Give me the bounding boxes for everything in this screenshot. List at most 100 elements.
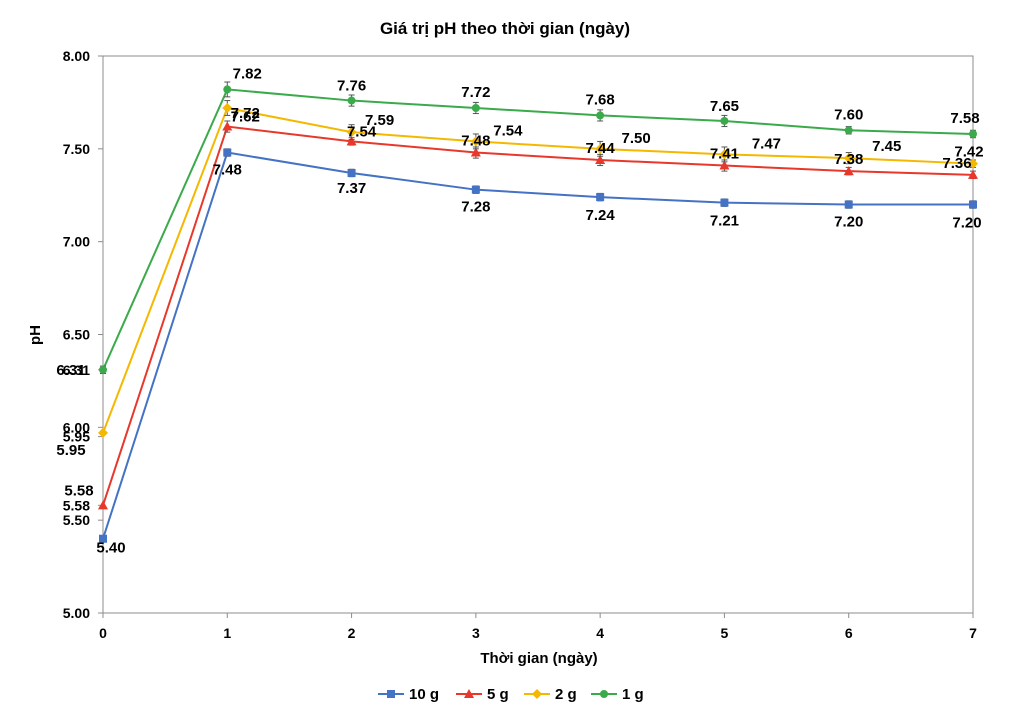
series-5g bbox=[98, 120, 978, 510]
data-labels: 5.40 7.48 7.37 7.28 7.24 7.21 7.20 7.20 5.58 7.62… bbox=[56, 65, 983, 556]
data-label: 7.28 bbox=[461, 199, 490, 216]
data-label: 5.58 bbox=[64, 482, 93, 499]
data-point bbox=[346, 136, 357, 146]
series-1g bbox=[99, 81, 977, 374]
legend: 10 g 5 g 2 g 1 g bbox=[378, 686, 644, 703]
data-point bbox=[223, 148, 232, 157]
data-label: 5.95 bbox=[56, 442, 85, 459]
data-label: 7.54 bbox=[347, 123, 377, 140]
data-label: 7.20 bbox=[834, 214, 863, 231]
data-label: 7.76 bbox=[337, 78, 366, 95]
x-tick-label: 0 bbox=[99, 625, 107, 641]
data-label: 7.36 bbox=[942, 155, 971, 172]
data-point bbox=[844, 126, 853, 135]
data-point bbox=[222, 121, 233, 131]
y-tick-label: 7.00 bbox=[63, 234, 90, 250]
series-line bbox=[102, 88, 974, 371]
data-label: 7.44 bbox=[586, 140, 616, 157]
data-point bbox=[347, 168, 356, 177]
y-tick-label: 5.58 bbox=[63, 497, 90, 513]
series-10g bbox=[99, 148, 977, 543]
legend-marker bbox=[600, 690, 608, 698]
data-label: 7.62 bbox=[231, 109, 260, 126]
data-label: 7.41 bbox=[710, 146, 739, 163]
y-tick-label: 6.31 bbox=[63, 362, 90, 378]
data-label: 7.20 bbox=[952, 215, 981, 232]
data-point bbox=[720, 116, 729, 125]
x-axis-title: Thời gian (ngày) bbox=[480, 650, 597, 667]
chart-title: Giá trị pH theo thời gian (ngày) bbox=[380, 19, 630, 38]
y-axis: 5.005.505.585.956.006.316.507.007.508.00 bbox=[63, 48, 103, 621]
data-point bbox=[470, 136, 481, 147]
data-point bbox=[843, 153, 854, 164]
data-point bbox=[470, 147, 481, 157]
data-point bbox=[595, 154, 606, 164]
legend-item: 5 g bbox=[456, 686, 509, 703]
y-tick-label: 7.50 bbox=[63, 141, 90, 157]
data-point bbox=[969, 129, 977, 138]
y-tick-label: 6.00 bbox=[63, 419, 90, 435]
data-label: 7.47 bbox=[752, 135, 781, 152]
data-label: 7.58 bbox=[950, 110, 979, 127]
series-layer bbox=[98, 81, 978, 543]
data-label: 7.21 bbox=[710, 213, 739, 230]
legend-label: 2 g bbox=[555, 686, 577, 703]
y-tick-label: 5.00 bbox=[63, 605, 90, 621]
data-label: 7.38 bbox=[834, 151, 863, 168]
data-label: 7.42 bbox=[954, 144, 983, 161]
data-label: 7.65 bbox=[710, 98, 739, 115]
data-point bbox=[98, 427, 108, 438]
data-point bbox=[99, 534, 107, 543]
data-label: 7.72 bbox=[461, 84, 490, 101]
x-tick-label: 6 bbox=[845, 625, 853, 641]
data-point bbox=[222, 102, 233, 113]
legend-item: 2 g bbox=[524, 686, 577, 703]
legend-marker bbox=[387, 690, 395, 698]
legend-label: 10 g bbox=[409, 686, 439, 703]
data-label: 7.60 bbox=[834, 106, 863, 123]
y-tick-label: 5.95 bbox=[63, 429, 90, 445]
data-point bbox=[719, 160, 730, 170]
data-label: 7.72 bbox=[231, 105, 260, 122]
y-tick-label: 5.50 bbox=[63, 512, 90, 528]
data-label: 7.37 bbox=[337, 180, 366, 197]
data-point bbox=[843, 166, 854, 176]
series-line bbox=[102, 151, 973, 540]
x-tick-label: 5 bbox=[721, 625, 729, 641]
data-point bbox=[596, 111, 605, 120]
data-point bbox=[346, 127, 357, 138]
data-point bbox=[844, 200, 853, 209]
series-2g bbox=[98, 100, 978, 438]
data-label: 7.68 bbox=[586, 91, 615, 108]
data-point bbox=[471, 103, 480, 112]
data-point bbox=[596, 193, 605, 202]
legend-label: 1 g bbox=[622, 686, 644, 703]
data-point bbox=[719, 149, 730, 160]
legend-item: 1 g bbox=[591, 686, 644, 703]
x-tick-label: 2 bbox=[348, 625, 356, 641]
data-label: 7.48 bbox=[213, 162, 242, 179]
data-label: 7.24 bbox=[586, 207, 616, 224]
data-point bbox=[969, 200, 977, 209]
x-tick-label: 7 bbox=[969, 625, 977, 641]
y-axis-title: pH bbox=[27, 325, 44, 345]
legend-label: 5 g bbox=[487, 686, 509, 703]
legend-marker bbox=[532, 689, 542, 699]
plot-area-border bbox=[102, 55, 974, 614]
data-point bbox=[968, 169, 978, 179]
x-tick-label: 1 bbox=[223, 625, 231, 641]
data-point bbox=[99, 365, 107, 374]
data-label: 7.54 bbox=[493, 122, 523, 139]
series-line bbox=[102, 106, 974, 434]
data-point bbox=[968, 158, 978, 169]
data-point bbox=[98, 500, 108, 510]
data-label: 7.45 bbox=[872, 138, 901, 155]
x-tick-label: 4 bbox=[596, 625, 604, 641]
data-label: 7.82 bbox=[233, 65, 262, 82]
data-label: 7.59 bbox=[365, 112, 394, 129]
y-tick-label: 6.50 bbox=[63, 327, 90, 343]
data-point bbox=[347, 96, 356, 105]
legend-marker bbox=[464, 689, 474, 698]
data-label: 6.31 bbox=[56, 362, 85, 379]
